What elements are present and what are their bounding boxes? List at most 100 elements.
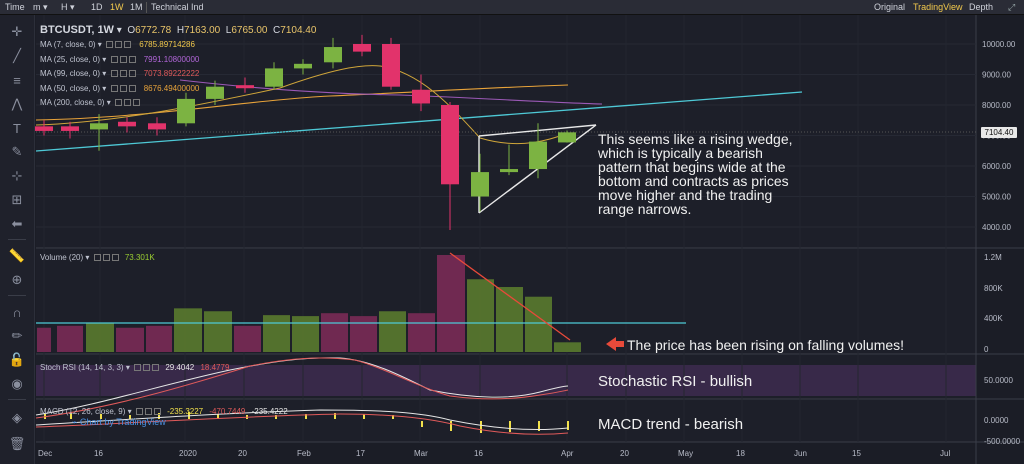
macd-annotation: MACD trend - bearish: [598, 416, 744, 433]
drawing-toolbar: ✛ ╱ ≡ ⋀ T ✎ ⊹ ⊞ ⬅ 📏 ⊕ ∩ ✏ 🔓 ◉ ◈ 🗑: [0, 15, 35, 464]
price-tick-label: 5000.00: [982, 193, 1011, 202]
hours-dropdown[interactable]: H ▾: [61, 2, 75, 12]
macd-hist-bar: [480, 421, 482, 433]
volume-bar: [204, 311, 232, 352]
text-icon[interactable]: T: [13, 120, 21, 136]
stoch-d-line: [35, 357, 569, 419]
macd-line: [35, 409, 569, 431]
price-tick-label: 4000.00: [982, 223, 1011, 232]
volume-bar: [350, 316, 377, 352]
minutes-dropdown[interactable]: m ▾: [33, 2, 48, 12]
magnet-icon[interactable]: ∩: [12, 304, 22, 320]
volume-bar: [234, 325, 261, 352]
forecast-icon[interactable]: ⊹: [11, 168, 23, 183]
time-tick-label: 16: [474, 449, 483, 458]
macd-tick-label: -500.0000: [984, 437, 1021, 446]
volume-bar: [57, 325, 83, 352]
back-arrow-icon[interactable]: ⬅: [11, 216, 23, 231]
pattern-icon[interactable]: ⋀: [11, 96, 23, 111]
time-tick-label: 2020: [179, 449, 197, 458]
trend-line-icon[interactable]: ╱: [13, 48, 21, 63]
crosshair-icon[interactable]: ✛: [11, 24, 23, 39]
candle-body: [500, 169, 518, 173]
ma-legend-row[interactable]: MA (50, close, 0) ▾ 8676.49400000: [40, 83, 200, 93]
brush-icon[interactable]: ✎: [11, 144, 23, 159]
time-tick-label: 20: [238, 449, 247, 458]
ma-legend-row[interactable]: MA (7, close, 0) ▾ 6785.89714286: [40, 40, 195, 49]
technical-indicators-button[interactable]: Technical Ind: [151, 2, 204, 12]
time-tick-label: 20: [620, 449, 629, 458]
macd-hist-bar: [100, 414, 102, 419]
candle-body: [382, 44, 400, 87]
time-tick-label: 15: [852, 449, 861, 458]
volume-legend: Volume (20) ▾ 73.301K: [40, 253, 155, 262]
zoom-in-icon[interactable]: ⊕: [11, 272, 23, 287]
macd-hist-bar: [509, 421, 511, 432]
candle-body: [265, 68, 283, 87]
volume-tick-label: 400K: [984, 314, 1003, 323]
symbol-label[interactable]: BTCUSDT, 1W: [40, 24, 114, 36]
time-tick-label: Jun: [794, 449, 807, 458]
expand-icon[interactable]: ⤢: [1008, 2, 1016, 12]
time-tick-label: Apr: [561, 449, 574, 458]
candle-body: [441, 105, 459, 185]
macd-hist-bar: [392, 415, 394, 419]
time-tick-label: 16: [94, 449, 103, 458]
candle-body: [324, 47, 342, 63]
tradingview-watermark[interactable]: ⌁ Chart by TradingView: [72, 417, 166, 427]
macd-hist-bar: [158, 413, 160, 419]
volume-bar: [174, 308, 202, 352]
time-tick-label: May: [678, 449, 693, 458]
ma50-line: [35, 84, 569, 121]
candle-body: [236, 85, 254, 89]
ma200-line: [35, 91, 803, 152]
lock-icon[interactable]: 🔓: [8, 352, 26, 367]
candle-body: [177, 98, 195, 124]
macd-signal-line: [35, 413, 569, 435]
volume-bar: [496, 287, 523, 352]
ma-legend-row[interactable]: MA (200, close, 0) ▾: [40, 98, 146, 107]
interval-1d-button[interactable]: 1D: [91, 2, 103, 12]
time-tick-label: Feb: [297, 449, 311, 458]
symbol-header: BTCUSDT, 1W ▾ O6772.78 H7163.00 L6765.00…: [40, 24, 317, 36]
volume-bar: [86, 322, 114, 352]
fib-icon[interactable]: ≡: [13, 72, 21, 88]
candle-body: [148, 123, 166, 130]
volume-bar: [146, 325, 172, 352]
hide-icon[interactable]: ◈: [12, 410, 22, 425]
price-tick-label: 8000.00: [982, 101, 1011, 110]
interval-1w-button[interactable]: 1W: [110, 2, 124, 12]
time-tick-label: Jul: [940, 449, 950, 458]
candle-body: [206, 86, 224, 99]
volume-bar: [37, 327, 51, 352]
trash-icon[interactable]: 🗑: [8, 436, 26, 451]
ma-legend-row[interactable]: MA (99, close, 0) ▾ 7073.89222222: [40, 69, 200, 78]
macd-hist-bar: [44, 413, 46, 419]
depth-view-button[interactable]: Depth: [969, 2, 994, 12]
gann-icon[interactable]: ⊞: [11, 192, 23, 207]
macd-hist-bar: [538, 421, 540, 431]
original-view-button[interactable]: Original: [874, 2, 906, 12]
candle-body: [61, 126, 79, 131]
macd-hist-bar: [334, 413, 336, 419]
macd-hist-bar: [275, 415, 277, 419]
macd-legend: MACD (12, 26, close, 9) ▾ -235.3227 -470…: [40, 407, 288, 416]
current-price-label: 7104.40: [981, 127, 1017, 138]
eye-icon[interactable]: ◉: [11, 376, 23, 391]
volume-bar: [321, 313, 348, 352]
top-toolbar: Time m ▾ H ▾ 1D 1W 1M Technical Ind Orig…: [0, 0, 1024, 15]
volume-bar: [437, 255, 465, 352]
price-tick-label: 6000.00: [982, 162, 1011, 171]
volume-bar: [408, 313, 435, 352]
macd-hist-bar: [305, 414, 307, 419]
time-tick-label: Dec: [38, 449, 52, 458]
rising-wedge-annotation: This seems like a rising wedge, which is…: [598, 131, 793, 217]
interval-1m-button[interactable]: 1M: [130, 2, 143, 12]
time-button[interactable]: Time: [5, 2, 25, 12]
tradingview-view-button[interactable]: TradingView: [913, 2, 963, 12]
draw-mode-icon[interactable]: ✏: [11, 328, 23, 343]
ruler-icon[interactable]: 📏: [8, 248, 26, 263]
ma-legend-row[interactable]: MA (25, close, 0) ▾ 7991.10800000: [40, 54, 200, 64]
volume-tick-label: 1.2M: [984, 253, 1002, 262]
